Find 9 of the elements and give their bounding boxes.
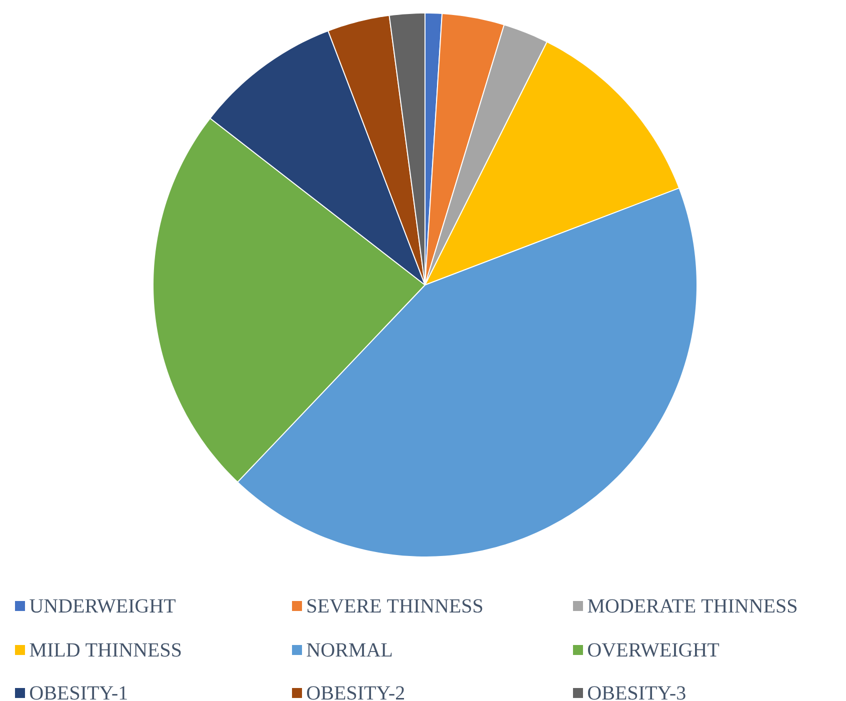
legend-label: SEVERE THINNESS	[308, 599, 482, 613]
legend-label: MODERATE THINNESS	[588, 599, 796, 613]
legend-label: OBESITY-2	[307, 686, 404, 700]
legend-label: UNDERWEIGHT	[30, 599, 176, 613]
legend-label: OBESITY-1	[30, 686, 127, 700]
legend-label: MILD THINNESS	[30, 643, 181, 657]
legend-label: NORMAL	[306, 643, 392, 657]
legend-label: OVERWEIGHT	[588, 643, 720, 657]
legend-label: OBESITY-3	[588, 686, 686, 700]
